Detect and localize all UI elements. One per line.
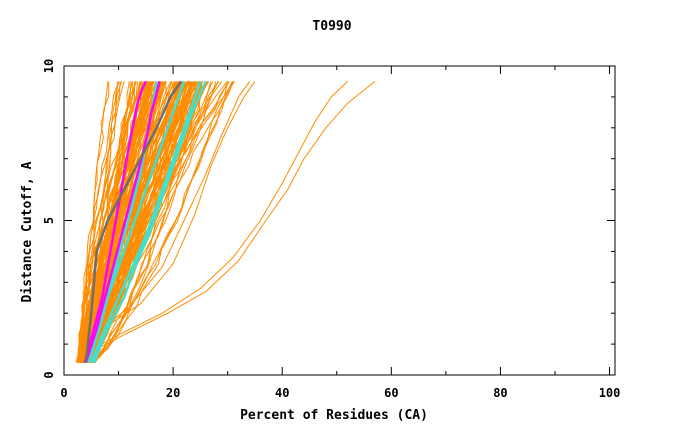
orange-series-line — [80, 81, 349, 363]
x-tick-label: 100 — [599, 386, 621, 400]
y-tick-label: 5 — [42, 217, 56, 224]
y-tick-label: 10 — [42, 59, 56, 73]
x-tick-label: 0 — [60, 386, 67, 400]
orange-series-line — [75, 81, 250, 363]
cyan-series-line — [90, 80, 202, 364]
y-tick-label: 0 — [42, 371, 56, 378]
x-tick-label: 20 — [166, 386, 180, 400]
y-axis-label: Distance Cutoff, A — [20, 161, 35, 302]
magenta-series-line — [83, 80, 147, 363]
bundle-line — [90, 81, 212, 363]
axis-ticks: 0 20 40 60 80 100 0 5 10 — [42, 59, 620, 400]
x-tick-label: 60 — [384, 386, 398, 400]
bundle-line — [78, 81, 120, 363]
bundle-line — [89, 81, 196, 363]
highlighted-series — [75, 80, 376, 364]
bundle-line — [93, 81, 217, 363]
gray-series-line — [84, 80, 183, 363]
bundle-line — [83, 81, 131, 363]
orange-series-line — [77, 81, 256, 363]
bundle-line — [91, 81, 204, 363]
orange-series-line — [80, 81, 376, 363]
x-tick-label: 80 — [493, 386, 507, 400]
x-tick-label: 40 — [275, 386, 289, 400]
bundle-line — [91, 81, 229, 363]
magenta-series-line — [84, 81, 161, 363]
cyan-series-line — [84, 80, 186, 363]
x-axis-label: Percent of Residues (CA) — [240, 408, 428, 423]
bundle-line — [78, 81, 120, 363]
chart-title: T0990 — [312, 19, 351, 34]
cyan-series-line — [92, 80, 207, 364]
bundle-line — [94, 81, 235, 363]
